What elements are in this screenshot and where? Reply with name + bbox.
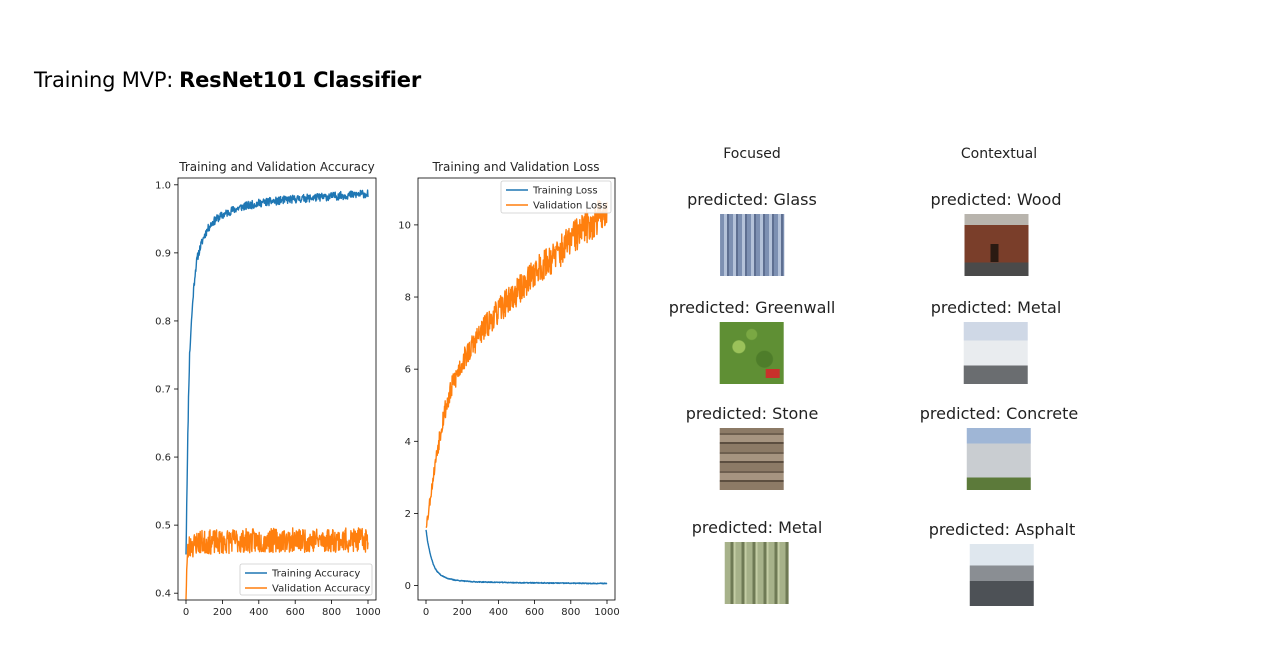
x-tick-label: 1000 <box>355 607 380 618</box>
series-line-validation-accuracy <box>185 527 369 600</box>
metal-cladding-image <box>724 542 789 604</box>
series-line-training-accuracy <box>185 189 369 555</box>
wood-building-image <box>964 214 1028 276</box>
chart-title: Training and Validation Loss <box>432 160 600 174</box>
series-line-validation-loss <box>425 200 608 528</box>
focused-prediction-metal: predicted: Metal <box>691 518 823 604</box>
glass-facade-image <box>719 214 784 276</box>
prediction-label: predicted: Stone <box>685 404 819 423</box>
prediction-label: predicted: Concrete <box>919 404 1079 423</box>
contextual-prediction-metal: predicted: Metal <box>930 298 1062 384</box>
legend-label: Training Loss <box>532 186 598 197</box>
prediction-label: predicted: Asphalt <box>928 520 1076 539</box>
x-tick-label: 0 <box>183 607 189 618</box>
x-tick-label: 600 <box>286 607 305 618</box>
prediction-label: predicted: Metal <box>691 518 823 537</box>
y-tick-label: 0 <box>405 581 411 592</box>
greenwall-image <box>719 322 784 384</box>
legend-label: Validation Loss <box>533 201 608 212</box>
accuracy-chart: Training and Validation Accuracy 0 200 400 6… <box>155 160 381 618</box>
y-tick-label: 4 <box>405 437 411 448</box>
stone-wall-image <box>719 428 784 490</box>
x-tick-label: 800 <box>561 607 580 618</box>
plot-frame <box>417 177 616 601</box>
x-tick-label: 400 <box>489 607 508 618</box>
series-line-training-loss <box>425 529 608 585</box>
y-tick-label: 0.6 <box>155 453 171 464</box>
concrete-building-image <box>967 428 1031 490</box>
contextual-prediction-concrete: predicted: Concrete <box>920 404 1078 490</box>
contextual-prediction-asphalt: predicted: Asphalt <box>929 520 1075 606</box>
focused-prediction-glass: predicted: Glass <box>687 190 817 276</box>
y-tick-label: 1.0 <box>155 180 171 191</box>
legend-box <box>500 180 612 214</box>
y-tick-label: 0.4 <box>155 589 171 600</box>
focused-prediction-greenwall: predicted: Greenwall <box>668 298 836 384</box>
metal-building-image <box>963 322 1028 384</box>
y-tick-label: 0.7 <box>155 385 171 396</box>
prediction-label: predicted: Greenwall <box>668 298 836 317</box>
slide-title: Training MVP: ResNet101 Classifier <box>34 68 421 92</box>
x-tick-label: 400 <box>249 607 268 618</box>
x-tick-label: 800 <box>322 607 341 618</box>
asphalt-road-image <box>969 544 1034 606</box>
contextual-header: Contextual <box>960 146 1038 162</box>
x-tick-label: 200 <box>213 607 232 618</box>
chart-title: Training and Validation Accuracy <box>178 160 374 174</box>
y-tick-label: 0.8 <box>155 316 171 327</box>
y-tick-label: 6 <box>405 365 411 376</box>
slide-title-prefix: Training MVP: <box>34 68 174 92</box>
x-tick-label: 600 <box>525 607 544 618</box>
x-tick-label: 1000 <box>594 607 619 618</box>
prediction-label: predicted: Glass <box>687 190 817 209</box>
prediction-label: predicted: Metal <box>930 298 1062 317</box>
y-tick-label: 2 <box>405 509 411 520</box>
y-tick-label: 10 <box>398 220 411 231</box>
y-tick-label: 0.5 <box>155 521 171 532</box>
x-tick-label: 0 <box>423 607 429 618</box>
legend-label: Training Accuracy <box>271 569 360 580</box>
y-tick-label: 0.9 <box>155 248 171 259</box>
prediction-label: predicted: Wood <box>930 190 1062 209</box>
legend-label: Validation Accuracy <box>272 584 370 595</box>
contextual-prediction-wood: predicted: Wood <box>931 190 1062 276</box>
x-tick-label: 200 <box>453 607 472 618</box>
focused-header: Focused <box>723 146 781 162</box>
focused-prediction-stone: predicted: Stone <box>685 404 819 490</box>
slide-title-strong: ResNet101 Classifier <box>179 68 421 92</box>
legend-box <box>239 563 373 596</box>
y-tick-label: 8 <box>405 293 411 304</box>
